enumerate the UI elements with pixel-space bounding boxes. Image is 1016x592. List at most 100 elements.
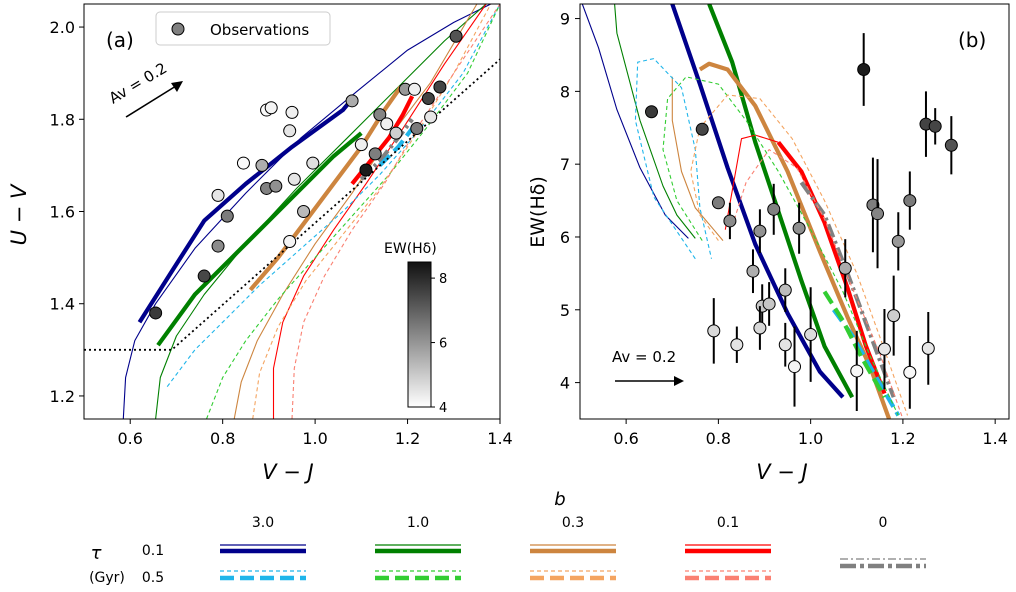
x-tick-label: 0.6 bbox=[613, 429, 638, 448]
panel-b-track-b0.1-tau0.1 bbox=[776, 141, 887, 395]
panel-b-track-b3.0-tau0.5-thin bbox=[634, 58, 713, 260]
panel-a-track-b3.0-tau0.1 bbox=[137, 94, 357, 324]
colorbar-tick-label: 4 bbox=[439, 401, 447, 416]
panel-b: 0.6 0.8 1.0 1.2 1.4 4 5 6 7 8 9 (b) Av = 0.2 V − J… bbox=[527, 3, 1010, 484]
panel-b-track-b3.0-tau0.1 bbox=[670, 4, 845, 399]
observation-point bbox=[424, 110, 438, 124]
panel-a-observations bbox=[149, 29, 463, 320]
legend-marker bbox=[171, 22, 185, 36]
panel-a-track-b0.3-tau0.1-thin bbox=[233, 4, 478, 419]
observation-point bbox=[850, 364, 864, 378]
observation-point bbox=[220, 209, 234, 223]
y-tick-label: 1.8 bbox=[50, 110, 75, 129]
bottom-legend-tau-label: τ bbox=[91, 543, 102, 564]
panel-b-track-b0.1-tau0.5-thin bbox=[731, 149, 904, 419]
bottom-legend-b-value: 0.3 bbox=[562, 515, 584, 531]
bottom-legend-column-b1.0: 1.0 bbox=[375, 515, 461, 581]
observation-point bbox=[236, 156, 250, 170]
bottom-legend-b-value: 3.0 bbox=[252, 515, 274, 531]
panel-a-av-arrow: Av = 0.2 bbox=[106, 59, 183, 118]
observation-point bbox=[753, 321, 767, 335]
bottom-legend-column-b0.3: 0.3 bbox=[530, 515, 616, 581]
panel-a-model-tracks bbox=[84, 4, 500, 419]
observation-point bbox=[410, 122, 424, 135]
panel-a-label: (a) bbox=[106, 28, 134, 52]
panel-b-track-b3.0-tau0.1-thin bbox=[581, 4, 689, 239]
av-label-b: Av = 0.2 bbox=[612, 348, 676, 366]
observation-point bbox=[778, 283, 792, 297]
panel-a-track-b3.0-tau0.5 bbox=[378, 127, 414, 167]
y-tick-label: 2.0 bbox=[50, 18, 75, 37]
observation-point bbox=[711, 196, 725, 210]
panel-b-track-b0.3-tau0.5-thin bbox=[690, 94, 909, 416]
observation-point bbox=[354, 138, 368, 152]
observation-point bbox=[753, 224, 767, 238]
panel-a-track-b0.1-tau0.1-thin bbox=[272, 4, 487, 419]
observation-point bbox=[944, 138, 958, 152]
observation-point bbox=[264, 101, 278, 115]
observation-point bbox=[368, 147, 382, 161]
observation-point bbox=[723, 214, 737, 228]
legend-label: Observations bbox=[210, 21, 309, 39]
observation-point bbox=[903, 194, 917, 208]
observation-point bbox=[269, 179, 283, 193]
bottom-legend-b-label: b bbox=[554, 489, 565, 510]
colorbar-ticks: 4 6 8 bbox=[431, 272, 447, 416]
panel-b-frame bbox=[579, 3, 1010, 420]
panel-a-track-b0.3-tau0.5-thin bbox=[252, 4, 492, 419]
observation-point bbox=[778, 338, 792, 352]
y-tick-label: 1.2 bbox=[50, 387, 75, 406]
panel-b-xlabel: V − J bbox=[756, 460, 808, 484]
bottom-legend-tau-1: 0.5 bbox=[142, 570, 164, 586]
observation-point bbox=[788, 360, 801, 374]
observation-point bbox=[433, 80, 447, 94]
observation-point bbox=[928, 119, 942, 133]
panel-b-av-arrow: Av = 0.2 bbox=[612, 348, 684, 386]
av-label: Av = 0.2 bbox=[106, 59, 170, 108]
observation-point bbox=[211, 188, 225, 202]
y-tick-label: 8 bbox=[560, 82, 570, 101]
observation-point bbox=[903, 365, 917, 379]
y-tick-label: 9 bbox=[560, 10, 570, 29]
panel-a-track-b3.0-tau0.5-thin bbox=[166, 4, 500, 388]
observation-point bbox=[285, 105, 299, 119]
bottom-legend-b-value: 0 bbox=[879, 515, 888, 531]
legend-box bbox=[155, 11, 331, 46]
observation-point bbox=[197, 269, 211, 283]
observation-point bbox=[407, 82, 421, 96]
observation-point bbox=[871, 207, 885, 221]
x-tick-label: 1.0 bbox=[302, 429, 327, 448]
observation-point bbox=[149, 306, 163, 320]
bottom-legend-column-b3.0: 3.0 bbox=[220, 515, 306, 581]
panel-b-ticks: 0.6 0.8 1.0 1.2 1.4 4 5 6 7 8 9 bbox=[560, 10, 1008, 448]
selection-boundary-line bbox=[84, 58, 500, 351]
observation-point bbox=[746, 264, 760, 278]
panel-b-ylabel: EW(Hδ) bbox=[527, 176, 549, 248]
observation-point bbox=[359, 163, 373, 177]
observation-point bbox=[287, 172, 301, 186]
panel-a-track-b1.0-tau0.5-thin bbox=[205, 4, 500, 419]
panel-a-ylabel: U − V bbox=[7, 183, 31, 245]
bottom-legend: b τ (Gyr) 0.1 0.5 3.0 1.0 0.3 0.1 0 bbox=[89, 489, 926, 586]
x-tick-label: 1.2 bbox=[890, 429, 915, 448]
panel-b-track-b0.3-tau0.1-thin bbox=[671, 76, 724, 241]
observation-point bbox=[255, 158, 269, 172]
y-tick-label: 4 bbox=[560, 374, 570, 393]
observation-point bbox=[297, 205, 311, 218]
y-tick-label: 7 bbox=[560, 155, 570, 174]
panel-b-track-b0.1-tau0.1-thin bbox=[724, 134, 779, 230]
x-tick-label: 0.8 bbox=[210, 429, 235, 448]
panel-b-track-b1.0-tau0.1-thin bbox=[614, 4, 696, 239]
y-tick-label: 1.4 bbox=[50, 295, 75, 314]
bottom-legend-tau-0: 0.1 bbox=[142, 543, 164, 559]
panel-a-legend: Observations bbox=[155, 11, 331, 46]
bottom-legend-column-b0: 0 bbox=[840, 515, 926, 569]
panel-b-track-b3.0-tau0.5 bbox=[832, 308, 901, 417]
x-tick-label: 1.0 bbox=[798, 429, 823, 448]
observation-point bbox=[645, 105, 658, 119]
observation-point bbox=[730, 338, 744, 352]
observation-point bbox=[792, 221, 806, 235]
observation-point bbox=[877, 342, 891, 356]
x-tick-label: 1.2 bbox=[395, 429, 420, 448]
